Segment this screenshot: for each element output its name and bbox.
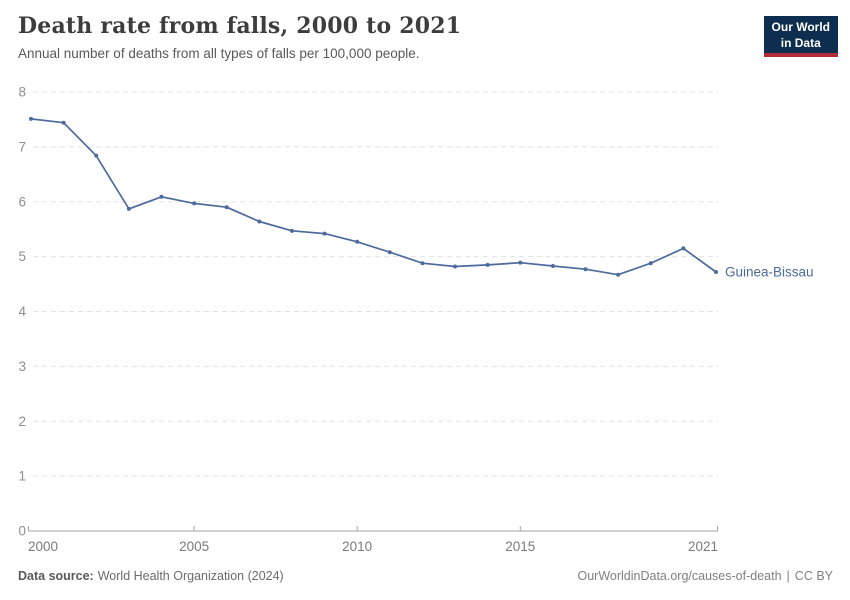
chart-footer: Data source: World Health Organization (2… — [18, 569, 833, 583]
x-tick-label: 2000 — [28, 539, 58, 554]
y-tick-label: 2 — [18, 414, 26, 429]
data-point[interactable] — [681, 246, 686, 251]
data-point[interactable] — [257, 219, 262, 224]
owid-link[interactable]: OurWorldinData.org/causes-of-death — [577, 569, 782, 583]
y-tick-label: 3 — [18, 359, 26, 374]
y-tick-label: 1 — [18, 469, 26, 484]
x-tick-label: 2010 — [342, 539, 372, 554]
y-tick-label: 6 — [18, 194, 26, 209]
data-point[interactable] — [616, 272, 621, 277]
chart-header: Death rate from falls, 2000 to 2021 Annu… — [18, 13, 720, 61]
data-point[interactable] — [289, 228, 294, 233]
chart-subtitle: Annual number of deaths from all types o… — [18, 46, 420, 62]
attribution: OurWorldinData.org/causes-of-death | CC BY — [578, 569, 834, 583]
data-point[interactable] — [648, 261, 653, 266]
data-point[interactable] — [29, 116, 33, 121]
owid-logo[interactable]: Our World in Data — [763, 16, 838, 58]
owid-logo-line1: Our World — [771, 20, 830, 34]
data-point[interactable] — [126, 206, 131, 211]
x-tick-label: 2021 — [688, 539, 718, 554]
data-source-value: World Health Organization (2024) — [97, 569, 284, 583]
data-point[interactable] — [192, 201, 197, 206]
owid-logo-line2: in Data — [780, 35, 821, 50]
license-link[interactable]: CC BY — [794, 569, 833, 583]
series-label[interactable]: Guinea-Bissau — [725, 264, 814, 279]
series-line — [30, 118, 717, 276]
chart-title: Death rate from falls, 2000 to 2021 — [18, 13, 462, 39]
data-point[interactable] — [94, 153, 99, 158]
data-point[interactable] — [322, 231, 327, 236]
data-source-label: Data source: — [18, 569, 94, 583]
data-point[interactable] — [453, 264, 458, 269]
data-point[interactable] — [224, 205, 229, 210]
data-point[interactable] — [518, 260, 523, 265]
data-point[interactable] — [387, 250, 392, 255]
x-tick-label: 2015 — [505, 539, 535, 554]
data-point[interactable] — [485, 262, 490, 267]
data-point[interactable] — [61, 120, 66, 125]
data-point[interactable] — [550, 263, 555, 268]
y-tick-label: 4 — [18, 304, 26, 319]
y-tick-label: 8 — [18, 85, 26, 100]
data-point[interactable] — [420, 261, 425, 266]
data-source: Data source: World Health Organization (2… — [18, 569, 284, 583]
y-tick-label: 0 — [18, 524, 26, 539]
y-tick-label: 5 — [18, 249, 26, 264]
data-point[interactable] — [355, 239, 360, 244]
attribution-divider: | — [786, 569, 790, 583]
data-point[interactable] — [159, 194, 164, 199]
data-point[interactable] — [714, 269, 718, 274]
x-tick-label: 2005 — [179, 539, 209, 554]
y-tick-label: 7 — [18, 139, 26, 154]
data-point[interactable] — [583, 267, 588, 272]
